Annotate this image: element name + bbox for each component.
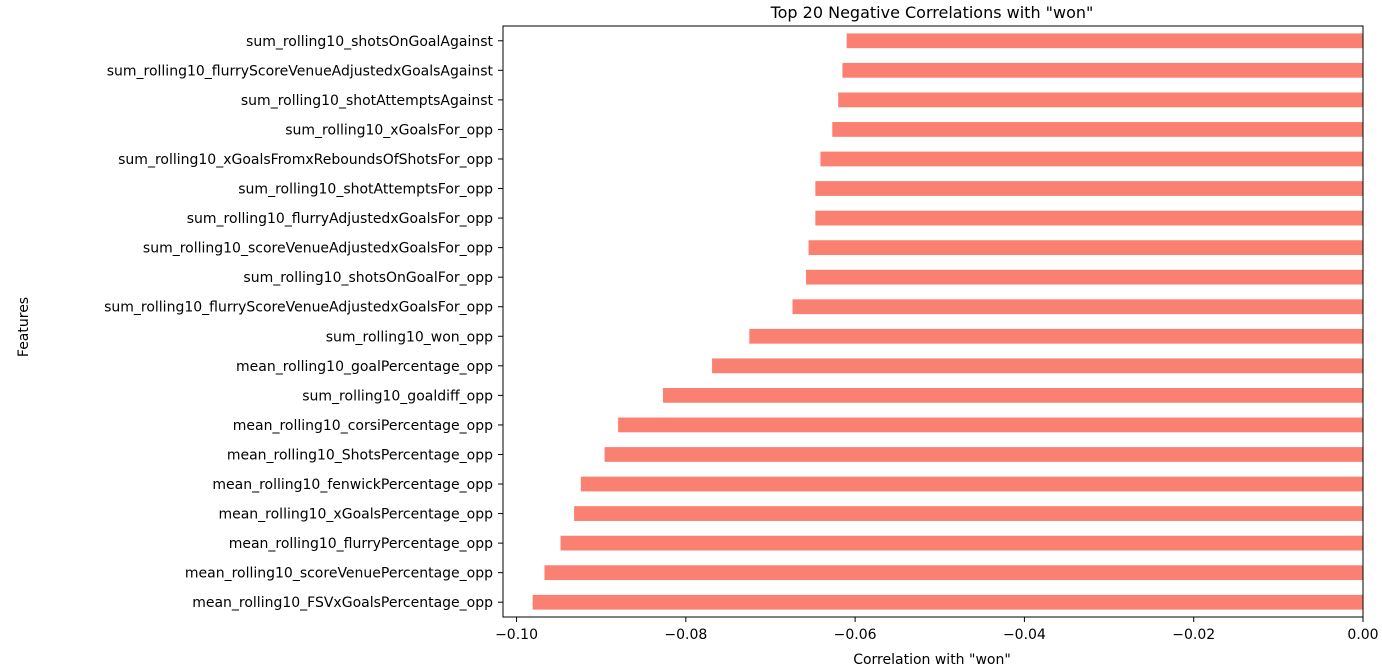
bar bbox=[574, 506, 1363, 521]
bar bbox=[846, 33, 1363, 49]
y-axis-label: Features bbox=[16, 297, 32, 357]
bar bbox=[604, 447, 1363, 462]
y-tick-label: sum_rolling10_xGoalsFor_opp bbox=[285, 122, 493, 138]
y-tick-label: mean_rolling10_scoreVenuePercentage_opp bbox=[185, 566, 493, 582]
x-tick-label: 0.00 bbox=[1347, 627, 1378, 643]
bar bbox=[820, 151, 1363, 167]
bar bbox=[815, 181, 1363, 196]
bar bbox=[808, 240, 1363, 256]
bar bbox=[532, 594, 1363, 610]
bar bbox=[815, 210, 1363, 226]
y-tick-label: sum_rolling10_flurryScoreVenueAdjustedxG… bbox=[107, 63, 494, 79]
y-tick-label: sum_rolling10_flurryAdjustedxGoalsFor_op… bbox=[187, 211, 493, 227]
bar bbox=[712, 358, 1363, 374]
y-tick-label: mean_rolling10_xGoalsPercentage_opp bbox=[218, 507, 493, 523]
bar bbox=[838, 92, 1363, 108]
y-tick-label: sum_rolling10_shotsOnGoalAgainst bbox=[246, 34, 493, 50]
y-tick-label: mean_rolling10_flurryPercentage_opp bbox=[229, 536, 493, 552]
bar bbox=[832, 122, 1363, 137]
y-tick-label: mean_rolling10_goalPercentage_opp bbox=[236, 359, 493, 375]
chart-title: Top 20 Negative Correlations with "won" bbox=[770, 3, 1094, 22]
plot-frame bbox=[502, 25, 1364, 618]
y-tick-label: mean_rolling10_corsiPercentage_opp bbox=[233, 418, 493, 434]
bar bbox=[580, 476, 1363, 492]
y-tick-label: sum_rolling10_shotsOnGoalFor_opp bbox=[243, 270, 493, 286]
y-tick-label: sum_rolling10_scoreVenueAdjustedxGoalsFo… bbox=[143, 241, 493, 257]
bar bbox=[792, 299, 1363, 315]
y-tick-label: sum_rolling10_shotAttemptsFor_opp bbox=[238, 182, 493, 198]
y-tick-label: sum_rolling10_goaldiff_opp bbox=[302, 388, 493, 404]
y-tick-label: mean_rolling10_FSVxGoalsPercentage_opp bbox=[192, 595, 493, 611]
y-tick-label: mean_rolling10_fenwickPercentage_opp bbox=[212, 477, 493, 493]
bar bbox=[618, 417, 1363, 433]
y-tick-label: sum_rolling10_won_opp bbox=[326, 329, 493, 345]
bar bbox=[544, 565, 1363, 581]
bar bbox=[842, 62, 1363, 78]
x-ticks: −0.10 −0.08 −0.06 −0.04 −0.02 0.00 bbox=[495, 617, 1379, 643]
bars-group bbox=[532, 33, 1363, 610]
x-tick-label: −0.08 bbox=[664, 627, 707, 643]
bar bbox=[806, 269, 1363, 285]
bar bbox=[749, 328, 1363, 344]
y-tick-label: sum_rolling10_shotAttemptsAgainst bbox=[241, 93, 494, 109]
bar bbox=[560, 535, 1363, 551]
x-tick-label: −0.06 bbox=[834, 627, 877, 643]
x-tick-label: −0.04 bbox=[1003, 627, 1046, 643]
x-tick-label: −0.02 bbox=[1172, 627, 1215, 643]
bar bbox=[662, 387, 1363, 403]
x-axis-label: Correlation with "won" bbox=[853, 652, 1011, 668]
x-tick-label: −0.10 bbox=[495, 627, 538, 643]
y-tick-label: mean_rolling10_ShotsPercentage_opp bbox=[227, 447, 493, 463]
y-tick-labels: sum_rolling10_shotsOnGoalAgainst sum_roll… bbox=[104, 34, 503, 611]
y-tick-label: sum_rolling10_xGoalsFromxReboundsOfShots… bbox=[118, 152, 493, 168]
y-tick-label: sum_rolling10_flurryScoreVenueAdjustedxG… bbox=[104, 300, 493, 316]
